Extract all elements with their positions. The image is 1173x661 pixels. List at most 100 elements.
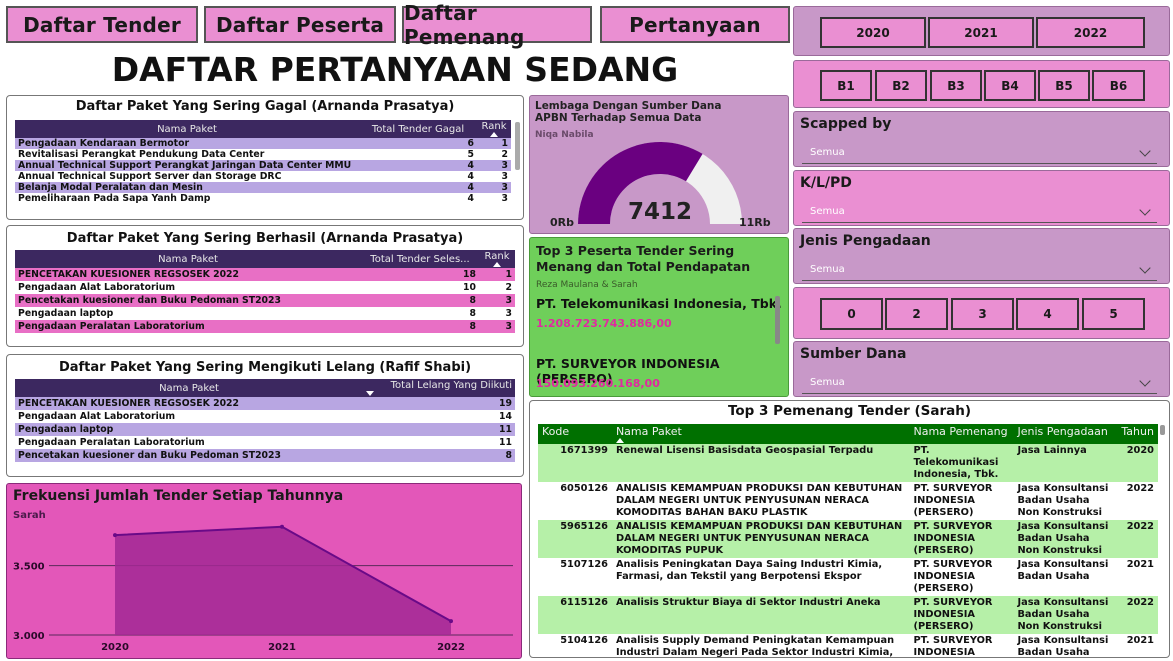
nav-pertanyaan[interactable]: Pertanyaan <box>600 6 790 43</box>
lelang-row[interactable]: Pengadaan laptop 11 <box>15 423 515 436</box>
pemenang-row[interactable]: 5104126 Analisis Supply Demand Peningkata… <box>538 634 1158 657</box>
gagal-row[interactable]: Pengadaan Kendaraan Bermotor 6 1 <box>15 138 511 149</box>
berhasil-header-nama[interactable]: Nama Paket <box>15 250 361 268</box>
gagal-cell-rank: 3 <box>501 182 508 193</box>
gauge-card: Lembaga Dengan Sumber Dana APBN Terhadap… <box>529 95 789 234</box>
top3-peserta-scrollbar[interactable] <box>775 296 780 344</box>
level-button-0[interactable]: 0 <box>820 298 883 330</box>
peserta-2-amount: 150.093.260.168,00 <box>536 377 660 390</box>
pemenang-header-kode[interactable]: Kode <box>538 424 612 444</box>
berhasil-cell-nama: Pengadaan Alat Laboratorium <box>18 282 176 293</box>
gagal-cell-rank: 3 <box>501 160 508 171</box>
gagal-row[interactable]: Revitalisasi Perangkat Pendukung Data Ce… <box>15 149 511 160</box>
lelang-cell-total: 8 <box>505 450 512 461</box>
lelang-row[interactable]: Pengadaan Alat Laboratorium 14 <box>15 410 515 423</box>
lelang-cell-total: 11 <box>499 424 512 435</box>
gagal-cell-nama: Annual Technical Support Perangkat Jarin… <box>18 160 352 171</box>
pemenang-header-jenis[interactable]: Jenis Pengadaan <box>1013 424 1118 444</box>
berhasil-row[interactable]: Pengadaan Alat Laboratorium 10 2 <box>15 281 515 294</box>
chart-data-point[interactable] <box>449 619 453 624</box>
lelang-table: Nama Paket Total Lelang Yang Diikuti PEN… <box>15 379 515 462</box>
gagal-row[interactable]: Annual Technical Support Server dan Stor… <box>15 171 511 182</box>
chart-data-point[interactable] <box>280 524 284 529</box>
berhasil-title: Daftar Paket Yang Sering Berhasil (Arnan… <box>66 231 464 246</box>
lelang-header-total[interactable]: Total Lelang Yang Diikuti <box>363 379 515 397</box>
gagal-cell-total: 6 <box>467 138 474 149</box>
pemenang-row[interactable]: 5965126 ANALISIS KEMAMPUAN PRODUKSI DAN K… <box>538 520 1158 558</box>
gauge-max-label: 11Rb <box>739 216 771 229</box>
gagal-cell-total: 4 <box>467 182 474 193</box>
gagal-title: Daftar Paket Yang Sering Gagal (Arnanda … <box>75 99 455 114</box>
berhasil-row[interactable]: PENCETAKAN KUESIONER REGSOSEK 2022 18 1 <box>15 268 515 281</box>
gagal-scrollbar[interactable] <box>515 122 520 170</box>
year-button-2020[interactable]: 2020 <box>820 17 926 48</box>
top3-peserta-card: Top 3 Peserta Tender Sering Menang dan T… <box>529 237 789 397</box>
chart-data-point[interactable] <box>113 533 117 538</box>
gagal-header-nama[interactable]: Nama Paket <box>15 120 359 138</box>
year-button-2021[interactable]: 2021 <box>928 17 1034 48</box>
nav-daftar-peserta[interactable]: Daftar Peserta <box>204 6 396 43</box>
pemenang-cell-paket: ANALISIS KEMAMPUAN PRODUKSI DAN KEBUTUHA… <box>611 520 910 558</box>
scapped-dropdown[interactable]: Semua <box>802 142 1157 164</box>
bulan-button-b4[interactable]: B4 <box>984 70 1036 101</box>
klpd-dropdown[interactable]: Semua <box>802 201 1157 223</box>
berhasil-cell-rank: 3 <box>505 321 512 332</box>
gagal-cell-rank: 3 <box>501 171 508 182</box>
pemenang-row[interactable]: 1671399 Renewal Lisensi Basisdata Geospas… <box>538 444 1158 482</box>
gagal-cell-rank: 2 <box>501 149 508 160</box>
level-button-3[interactable]: 3 <box>951 298 1014 330</box>
lelang-title: Daftar Paket Yang Sering Mengikuti Lelan… <box>58 360 472 375</box>
lelang-header-nama[interactable]: Nama Paket <box>15 379 363 397</box>
gagal-row[interactable]: Belanja Modal Peralatan dan Mesin 4 3 <box>15 182 511 193</box>
lelang-cell-total: 11 <box>499 437 512 448</box>
pemenang-header-paket[interactable]: Nama Paket <box>611 424 910 444</box>
nav-daftar-pemenang[interactable]: Daftar Pemenang <box>402 1 592 49</box>
berhasil-header-total[interactable]: Total Tender Seles... <box>361 250 479 268</box>
lelang-row[interactable]: Pengadaan Peralatan Laboratorium 11 <box>15 436 515 449</box>
pemenang-cell-kode: 5965126 <box>538 520 612 558</box>
berhasil-row[interactable]: Pengadaan Peralatan Laboratorium 8 3 <box>15 320 515 333</box>
pemenang-cell-paket: Analisis Struktur Biaya di Sektor Indust… <box>611 596 910 634</box>
gagal-row[interactable]: Annual Technical Support Perangkat Jarin… <box>15 160 511 171</box>
jenis-dropdown[interactable]: Semua <box>802 259 1157 281</box>
gagal-cell-rank: 1 <box>501 138 508 149</box>
level-button-5[interactable]: 5 <box>1082 298 1145 330</box>
pemenang-cell-jenis: Jasa Lainnya <box>1013 444 1118 482</box>
gauge-chart <box>578 142 742 224</box>
bulan-button-b1[interactable]: B1 <box>820 70 872 101</box>
pemenang-header-pemenang[interactable]: Nama Pemenang <box>909 424 1014 444</box>
sort-ascending-icon <box>493 262 501 267</box>
pemenang-row[interactable]: 5107126 Analisis Peningkatan Daya Saing I… <box>538 558 1158 596</box>
chevron-down-icon <box>1139 261 1151 274</box>
level-button-2[interactable]: 2 <box>885 298 948 330</box>
gagal-header-rank[interactable]: Rank <box>477 120 511 138</box>
sumber-dropdown[interactable]: Semua <box>802 372 1157 394</box>
level-button-4[interactable]: 4 <box>1016 298 1079 330</box>
berhasil-cell-rank: 3 <box>505 308 512 319</box>
gagal-cell-total: 5 <box>467 149 474 160</box>
gagal-row[interactable]: Pemeliharaan Pada Sapa Yanh Damp 4 3 <box>15 193 511 204</box>
page-title: DAFTAR PERTANYAAN SEDANG <box>111 50 679 89</box>
berhasil-row[interactable]: Pengadaan laptop 8 3 <box>15 307 515 320</box>
gagal-header-total[interactable]: Total Tender Gagal <box>359 120 477 138</box>
pemenang-cell-jenis: Jasa Konsultansi Badan Usaha Non Konstru… <box>1013 596 1118 634</box>
nav-daftar-tender[interactable]: Daftar Tender <box>6 6 198 43</box>
chart-x-tick-label: 2020 <box>101 642 129 653</box>
bulan-button-b2[interactable]: B2 <box>875 70 927 101</box>
berhasil-row[interactable]: Pencetakan kuesioner dan Buku Pedoman ST… <box>15 294 515 307</box>
pemenang-scrollbar[interactable] <box>1160 425 1165 435</box>
lelang-row[interactable]: PENCETAKAN KUESIONER REGSOSEK 2022 19 <box>15 397 515 410</box>
pemenang-cell-jenis: Jasa Konsultansi Badan Usaha Non Konstru… <box>1017 483 1109 518</box>
bulan-button-b3[interactable]: B3 <box>930 70 982 101</box>
bulan-button-b5[interactable]: B5 <box>1038 70 1090 101</box>
year-button-2022[interactable]: 2022 <box>1036 17 1145 48</box>
pemenang-cell-tahun: 2021 <box>1126 635 1154 646</box>
bulan-button-b6[interactable]: B6 <box>1092 70 1145 101</box>
lelang-row[interactable]: Pencetakan kuesioner dan Buku Pedoman ST… <box>15 449 515 462</box>
pemenang-row[interactable]: 6115126 Analisis Struktur Biaya di Sektor… <box>538 596 1158 634</box>
chart-area <box>115 526 451 635</box>
peserta-2-name: PT. SURVEYOR INDONESIA (PERSERO) <box>536 356 720 386</box>
pemenang-row[interactable]: 6050126 ANALISIS KEMAMPUAN PRODUKSI DAN K… <box>538 482 1158 520</box>
berhasil-header-rank[interactable]: Rank <box>479 250 515 268</box>
pemenang-header-tahun[interactable]: Tahun <box>1117 424 1158 444</box>
